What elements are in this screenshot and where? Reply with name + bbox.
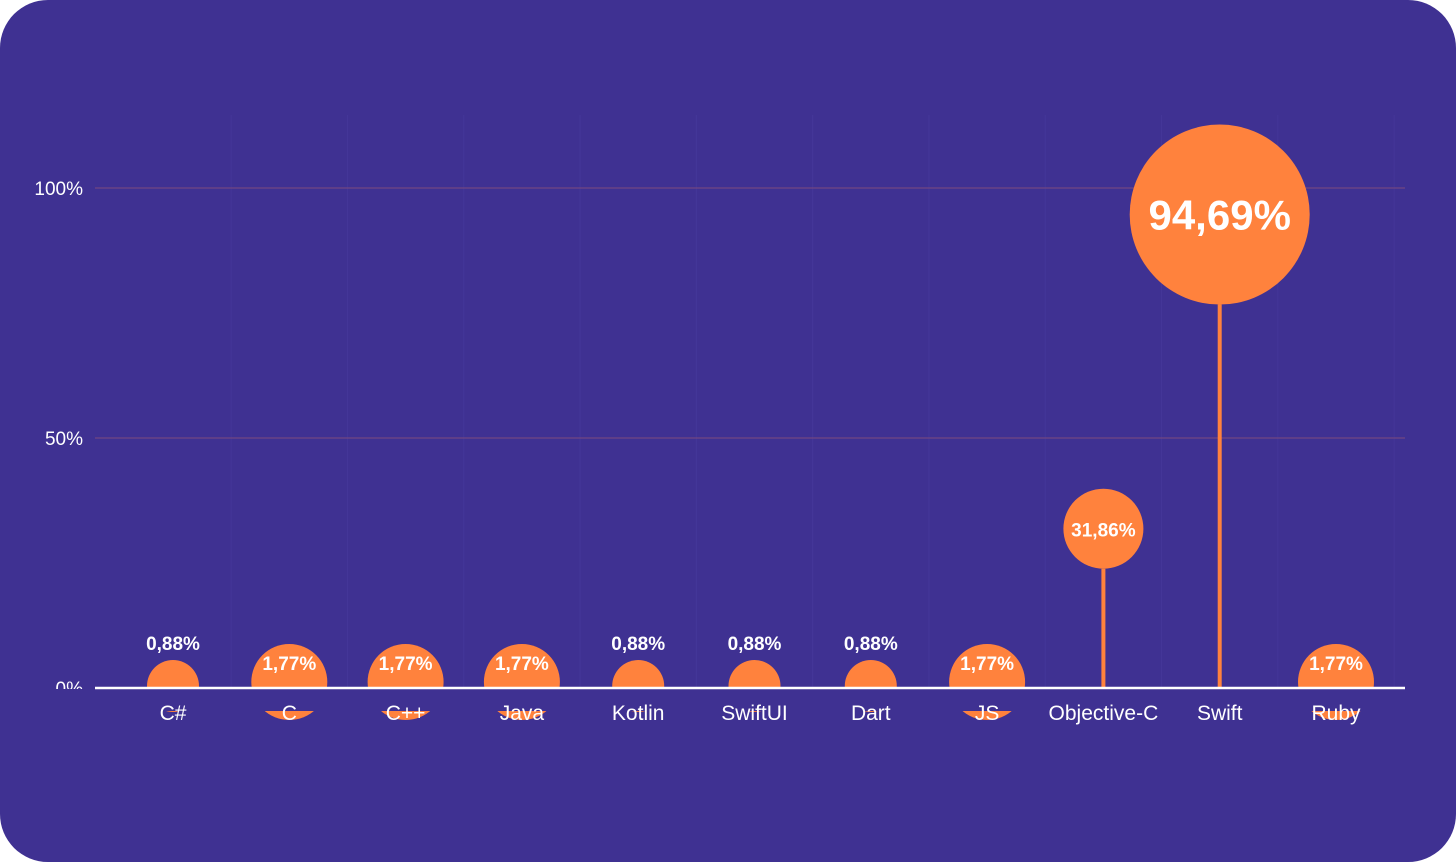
y-tick-label: 100%: [34, 179, 83, 200]
value-label: 1,77%: [1309, 654, 1363, 675]
x-category-label: SwiftUI: [721, 702, 788, 725]
lollipop-head: [1129, 124, 1310, 305]
value-label: 0,88%: [728, 634, 782, 655]
value-label: 1,77%: [960, 654, 1014, 675]
value-label: 0,88%: [146, 634, 200, 655]
x-category-label: Objective-C: [1049, 702, 1159, 725]
value-label: 31,86%: [1071, 521, 1136, 542]
value-label: 94,69%: [1148, 192, 1290, 239]
value-label: 1,77%: [262, 654, 316, 675]
x-category-label: Ruby: [1311, 702, 1361, 725]
lollipop-marks: 0,88% 1,77% 1,77% 1,77% 0,88% 0,88% 0,88% 1,77%…: [146, 124, 1374, 720]
value-label: 0,88%: [844, 634, 898, 655]
x-category-label: Swift: [1197, 702, 1243, 725]
x-category-label: JS: [975, 702, 1000, 725]
baseline-mask: [0, 689, 1456, 711]
value-label: 1,77%: [379, 654, 433, 675]
x-category-label: C++: [386, 702, 426, 725]
x-category-label: Dart: [851, 702, 891, 725]
x-category-label: Java: [500, 702, 545, 725]
x-category-label: C: [282, 702, 297, 725]
lollipop-head: [1063, 488, 1144, 569]
value-label: 1,77%: [495, 654, 549, 675]
column-guides: [230, 115, 1395, 688]
x-category-label: Kotlin: [612, 702, 665, 725]
x-category-label: C#: [160, 702, 187, 725]
y-tick-label: 50%: [45, 429, 83, 450]
value-label: 0,88%: [611, 634, 665, 655]
